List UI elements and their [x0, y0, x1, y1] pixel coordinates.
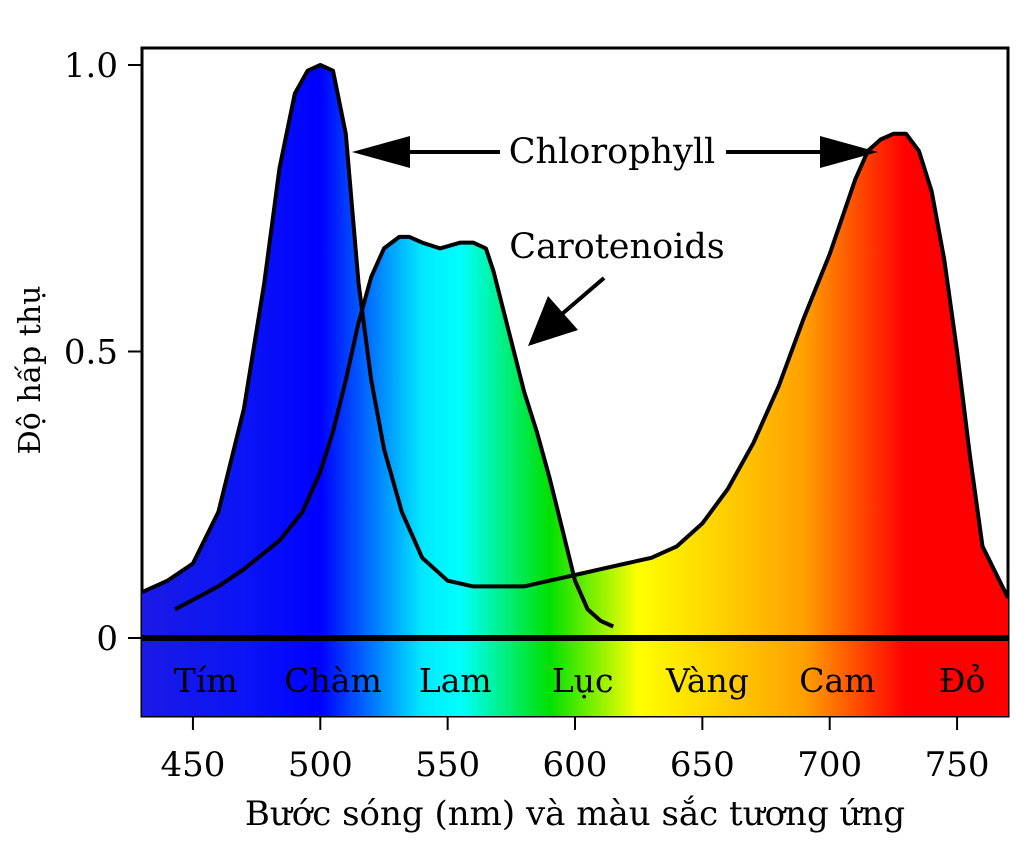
y-axis-label: Độ hấp thụ: [13, 286, 48, 455]
y-axis-ticks: 0 0.5 1.0: [64, 46, 142, 659]
carotenoids-annotation: Carotenoids: [509, 227, 725, 346]
color-band-label: Đỏ: [939, 661, 986, 700]
x-axis-ticks: 450 500 550 600 650 700 750: [160, 716, 990, 785]
x-tick-label: 650: [670, 745, 735, 785]
color-band-label: Tím: [174, 661, 238, 700]
x-tick-label: 600: [543, 745, 608, 785]
carotenoids-area: [175, 236, 614, 638]
x-tick-label: 700: [797, 745, 862, 785]
x-tick-label: 450: [160, 745, 225, 785]
color-band-label: Vàng: [665, 661, 749, 700]
y-tick-label: 1.0: [64, 46, 118, 86]
x-axis-label: Bước sóng (nm) và màu sắc tương ứng: [245, 794, 905, 834]
y-tick-label: 0.5: [64, 333, 118, 373]
color-band-label: Lục: [552, 661, 614, 700]
carotenoids-arrow-head: [528, 296, 578, 346]
y-tick-label: 0: [96, 619, 118, 659]
chlorophyll-arrow-left-head: [352, 136, 410, 168]
carotenoids-label: Carotenoids: [509, 227, 724, 267]
color-band-label: Cam: [799, 661, 875, 700]
spectrum-strip: [142, 640, 1008, 716]
chlorophyll-annotation: Chlorophyll: [352, 132, 878, 172]
x-tick-label: 550: [415, 745, 480, 785]
chlorophyll-label: Chlorophyll: [509, 132, 716, 172]
color-band-label: Lam: [419, 661, 492, 700]
x-tick-label: 500: [288, 745, 353, 785]
chlorophyll-arrow-right-head: [820, 136, 878, 168]
carotenoids-line: [174, 234, 615, 629]
x-tick-label: 750: [925, 745, 990, 785]
color-band-label: Chàm: [284, 661, 381, 700]
carotenoids-arrow-shaft: [560, 276, 606, 316]
color-band-labels: Tím Chàm Lam Lục Vàng Cam Đỏ: [174, 661, 986, 700]
